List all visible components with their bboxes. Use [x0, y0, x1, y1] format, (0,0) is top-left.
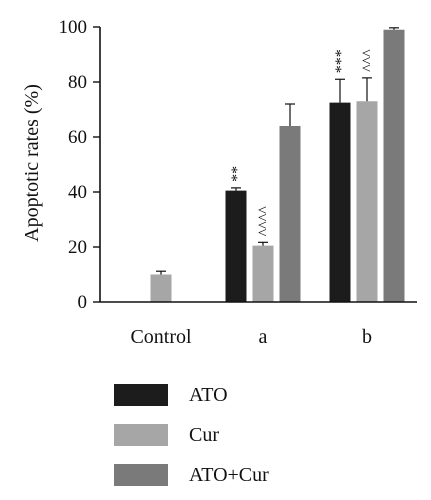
x-tick-label-b: b [362, 326, 372, 348]
bar-ato-cur-b [383, 29, 405, 302]
y-tick-label-2: 40 [68, 182, 87, 203]
significance-1-1: ^^^^ [256, 206, 273, 237]
legend-label-cur: Cur [189, 424, 219, 446]
y-tick-label-0: 0 [78, 292, 88, 313]
x-tick-label-a: a [259, 326, 268, 348]
y-axis-ticks: 0 20 40 60 80 100 [59, 17, 100, 313]
legend-swatch-ato [114, 384, 168, 406]
bar-ato-b [329, 102, 351, 302]
legend-label-ato: ATO [189, 384, 228, 406]
x-tick-label-control: Control [130, 326, 192, 348]
y-tick-label-4: 80 [68, 72, 87, 93]
legend-swatch-ato-cur [114, 464, 168, 486]
bar-cur-b [356, 101, 378, 302]
bar-ato-a [225, 190, 247, 302]
bar-ato-cur-a [279, 126, 301, 302]
significance-0-1: ** [229, 166, 246, 182]
y-tick-label-1: 20 [68, 237, 87, 258]
bar-cur-a [252, 245, 274, 302]
error-bars-group [156, 27, 399, 275]
significance-annotations: *****^^^^^^^ [229, 49, 377, 236]
x-axis-labels: Control a b [130, 326, 372, 348]
legend-label-ato-cur: ATO+Cur [189, 464, 269, 486]
y-tick-label-5: 100 [59, 17, 88, 38]
legend: ATO Cur ATO+Cur [114, 384, 269, 486]
significance-1-2: ^^^ [360, 49, 377, 72]
y-axis-title: Apoptotic rates (%) [21, 84, 43, 242]
legend-swatch-cur [114, 424, 168, 446]
y-tick-label-3: 60 [68, 127, 87, 148]
bar-cur-control [150, 274, 172, 302]
bars-group [150, 29, 405, 302]
significance-0-2: *** [333, 49, 350, 73]
